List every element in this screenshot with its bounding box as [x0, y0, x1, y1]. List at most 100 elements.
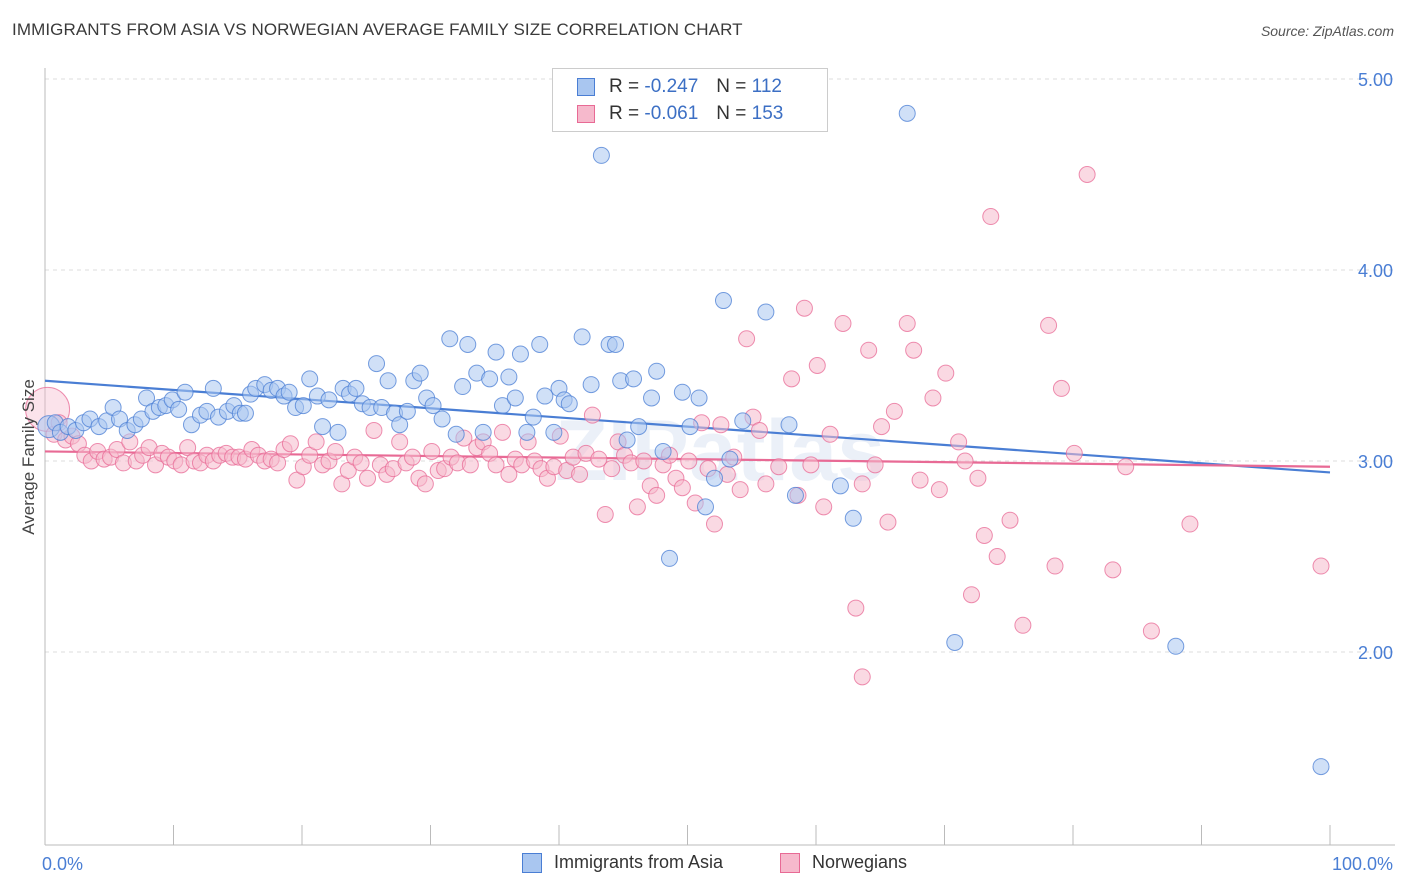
asia-point: [946, 633, 964, 651]
norwegians-point: [975, 526, 993, 544]
norwegians-point: [571, 465, 589, 483]
norwegians-point: [1014, 616, 1032, 634]
asia-point: [734, 412, 752, 430]
asia-point: [518, 423, 536, 441]
asia-point: [294, 397, 312, 415]
asia-point: [573, 328, 591, 346]
asia-point: [320, 391, 338, 409]
norwegians-point: [1104, 561, 1122, 579]
n-label: N =: [716, 103, 747, 124]
asia-point: [454, 378, 472, 396]
norwegians-point: [853, 475, 871, 493]
asia-point: [690, 389, 708, 407]
asia-point: [714, 292, 732, 310]
norwegians-point: [898, 314, 916, 332]
norwegians-point: [603, 460, 621, 478]
norwegians-point: [590, 450, 608, 468]
asia-point: [236, 404, 254, 422]
x-tick-label: 0.0%: [42, 854, 83, 874]
norwegians-point: [969, 469, 987, 487]
asia-point: [433, 410, 451, 428]
r-label: R =: [609, 76, 640, 97]
asia-point: [545, 423, 563, 441]
norwegians-point: [821, 425, 839, 443]
norwegians-point: [673, 479, 691, 497]
norwegians-point: [423, 442, 441, 460]
norwegians-point: [1181, 515, 1199, 533]
norwegians-point: [326, 442, 344, 460]
correlation-legend: R = -0.247 N = 112 R = -0.061 N = 153: [552, 68, 828, 132]
norwegians-point: [873, 418, 891, 436]
y-tick-label: 4.00: [1358, 261, 1393, 281]
norwegians-point: [808, 357, 826, 374]
norwegians-point: [391, 433, 409, 451]
norwegians-point: [956, 452, 974, 470]
asia-point: [441, 330, 459, 348]
norwegians-point: [628, 498, 646, 516]
asia-point: [780, 416, 798, 434]
asia-point: [398, 402, 416, 420]
norwegians-point: [879, 513, 897, 531]
asia-point: [844, 509, 862, 527]
bottom-legend-asia: Immigrants from Asia: [522, 852, 723, 873]
norwegians-point: [962, 586, 980, 604]
asia-point: [654, 442, 672, 460]
asia-point: [301, 370, 319, 388]
norwegians-point: [988, 548, 1006, 565]
norwegians-point: [596, 505, 614, 523]
x-tick-labels: 0.0% 100.0%: [42, 854, 1393, 874]
r-value-asia: -0.247: [644, 76, 699, 97]
asia-point: [280, 383, 298, 401]
r-label: R =: [609, 103, 640, 124]
asia-point: [630, 418, 648, 436]
norwegians-point: [680, 452, 698, 470]
norwegians-point: [352, 454, 370, 472]
norwegians-point: [1001, 511, 1019, 529]
asia-point: [607, 335, 625, 353]
norwegians-point: [1052, 379, 1070, 397]
norwegians-point: [750, 421, 768, 439]
norwegians-point: [307, 433, 325, 451]
asia-point: [459, 335, 477, 353]
norwegians-point: [885, 402, 903, 420]
norwegians-point: [731, 481, 749, 499]
legend-row-norwegians: R = -0.061 N = 153: [577, 102, 783, 126]
chart-source: Source: ZipAtlas.com: [1260, 23, 1394, 39]
norwegians-point: [924, 389, 942, 407]
norwegians-point: [802, 456, 820, 474]
asia-point: [391, 416, 409, 434]
asia-point: [721, 450, 739, 468]
grid-lines: [45, 78, 1395, 653]
norwegians-point: [795, 299, 813, 317]
asia-point: [786, 486, 804, 504]
asia-point: [582, 376, 600, 394]
norwegians-point: [834, 314, 852, 332]
norwegians-point: [1065, 444, 1083, 462]
norwegians-point: [712, 416, 730, 434]
chart-title: IMMIGRANTS FROM ASIA VS NORWEGIAN AVERAG…: [12, 20, 743, 39]
norwegians-legend-label: Norwegians: [812, 852, 908, 872]
legend-row-asia: R = -0.247 N = 112: [577, 75, 782, 99]
asia-point: [474, 423, 492, 441]
norwegians-point: [461, 456, 479, 474]
r-value-norwegians: -0.061: [644, 103, 699, 124]
n-value-norwegians: 153: [751, 103, 784, 124]
asia-point: [560, 395, 578, 413]
norwegians-point: [635, 452, 653, 470]
norwegians-point: [404, 448, 422, 466]
norwegians-point: [853, 668, 871, 686]
asia-point: [204, 379, 222, 397]
asia-point: [1312, 758, 1330, 776]
asia-point: [481, 370, 499, 388]
asia-point: [493, 397, 511, 415]
norwegians-point: [1046, 557, 1064, 575]
asia-point: [618, 431, 636, 449]
asia-point: [314, 418, 332, 436]
asia-point: [681, 418, 699, 436]
norwegians-point: [416, 475, 434, 493]
asia-point: [673, 383, 691, 401]
norwegians-point: [930, 481, 948, 499]
norwegians-point: [815, 498, 833, 516]
norwegians-point: [705, 515, 723, 533]
